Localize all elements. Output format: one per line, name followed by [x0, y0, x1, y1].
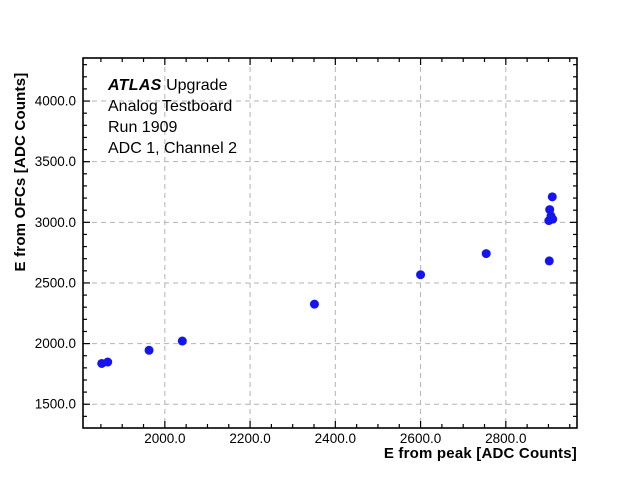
atlas-wordmark: ATLAS — [108, 77, 162, 94]
x-tick-label: 2200.0 — [229, 431, 270, 446]
annotation-line-2: Analog Testboard — [108, 98, 233, 115]
data-point — [144, 345, 154, 355]
annotation-line-1: ATLAS Upgrade — [108, 75, 237, 96]
data-point — [544, 256, 554, 266]
data-point — [103, 357, 113, 367]
x-tick-label: 2000.0 — [144, 431, 185, 446]
x-tick-label: 2400.0 — [315, 431, 356, 446]
data-point — [177, 336, 187, 346]
y-tick-label: 3500.0 — [35, 154, 76, 169]
x-tick-label: 2800.0 — [485, 431, 526, 446]
x-tick-label: 2600.0 — [400, 431, 441, 446]
data-point — [547, 192, 557, 202]
y-tick-label: 4000.0 — [35, 94, 76, 109]
x-axis-label: E from peak [ADC Counts] — [383, 445, 577, 462]
y-tick-label: 3000.0 — [35, 215, 76, 230]
y-tick-label: 2500.0 — [35, 275, 76, 290]
y-axis-label: E from OFCs [ADC Counts] — [12, 72, 29, 272]
plot-frame — [82, 57, 578, 429]
annotation-line-4: ADC 1, Channel 2 — [108, 140, 237, 157]
y-tick-label: 2000.0 — [35, 336, 76, 351]
data-point — [548, 214, 558, 224]
annotation-line-1-rest: Upgrade — [161, 77, 228, 94]
data-point — [309, 299, 319, 309]
y-tick-label: 1500.0 — [35, 397, 76, 412]
annotation-block: ATLAS Upgrade Analog Testboard Run 1909 … — [108, 75, 237, 159]
data-point — [416, 270, 426, 280]
data-point — [481, 249, 491, 259]
annotation-line-3: Run 1909 — [108, 119, 178, 136]
